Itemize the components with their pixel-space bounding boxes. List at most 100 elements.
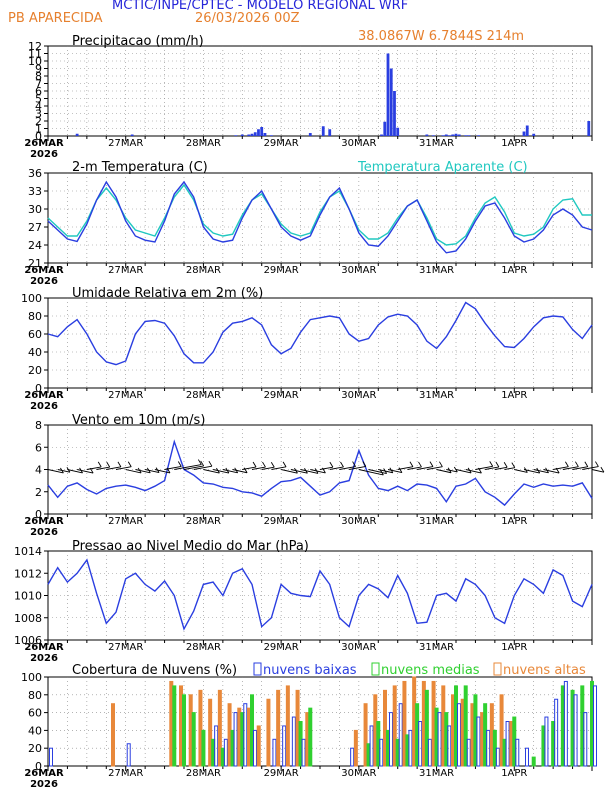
cloud-bar-low bbox=[282, 725, 287, 767]
wind-barb bbox=[465, 469, 482, 474]
legend-box-low bbox=[253, 662, 262, 676]
x-year-label: 2026 bbox=[30, 653, 58, 664]
x-date-label: 31MAR bbox=[419, 642, 454, 653]
precip-bar bbox=[380, 134, 383, 136]
precip-bar bbox=[260, 127, 264, 136]
x-date-label: 30MAR bbox=[341, 390, 376, 401]
precip-bar bbox=[247, 134, 251, 136]
x-date-label: 1APR bbox=[501, 516, 527, 527]
x-date-label: 27MAR bbox=[108, 516, 143, 527]
y-tick-label: 1012 bbox=[14, 567, 42, 580]
wind-barb bbox=[135, 469, 151, 474]
y-tick-label: 10 bbox=[28, 55, 42, 68]
cloud-bar-low bbox=[457, 703, 461, 767]
cloud-bar-high bbox=[363, 703, 368, 767]
wind-barb bbox=[582, 466, 599, 470]
wind-barb bbox=[77, 469, 94, 474]
wind-barb bbox=[417, 466, 434, 470]
y-tick-label: 8 bbox=[35, 419, 42, 432]
y-tick-label: 24 bbox=[28, 239, 42, 252]
apparent-temp-line bbox=[47, 183, 592, 246]
x-date-label: 30MAR bbox=[341, 138, 376, 149]
temperature-line bbox=[47, 180, 593, 254]
x-date-label: 31MAR bbox=[419, 138, 454, 149]
x-date-label: 28MAR bbox=[186, 768, 221, 779]
wind-barb-flag bbox=[409, 461, 414, 467]
wind-barb bbox=[339, 466, 356, 470]
cloud-bar-high bbox=[217, 689, 222, 767]
cloud-bar-low bbox=[49, 747, 53, 767]
cloud-bar-low bbox=[515, 738, 520, 767]
cloud-bar-low bbox=[253, 729, 257, 767]
wind-barb-flag bbox=[584, 461, 589, 467]
cloud-bar-low bbox=[126, 743, 131, 767]
y-tick-label: 6 bbox=[35, 85, 42, 98]
wind-barb bbox=[232, 469, 248, 474]
precip-bar bbox=[587, 121, 591, 136]
y-tick-label: 3 bbox=[35, 108, 42, 121]
precip-bar bbox=[75, 133, 79, 136]
cloud-bar-low bbox=[563, 680, 568, 767]
y-tick-label: 1008 bbox=[14, 612, 42, 625]
cloud-bar-low bbox=[291, 716, 296, 767]
y-tick-label: 5 bbox=[35, 93, 42, 106]
x-first-label: 26MAR bbox=[24, 516, 64, 527]
wind-barb bbox=[533, 469, 549, 474]
x-date-label: 27MAR bbox=[108, 265, 143, 276]
x-first-label: 26MAR bbox=[24, 768, 64, 779]
cloud-bar-low bbox=[243, 703, 248, 767]
precip-bar bbox=[457, 134, 461, 136]
wind-barb bbox=[591, 469, 605, 473]
x-date-label: 28MAR bbox=[186, 390, 221, 401]
cloud-bar-high bbox=[392, 685, 397, 767]
wind-barb bbox=[329, 466, 344, 470]
wind-barb-flag bbox=[453, 466, 458, 473]
y-tick-label: 60 bbox=[28, 328, 42, 341]
wind-barb bbox=[154, 469, 171, 474]
cloud-bar-low bbox=[466, 738, 471, 767]
wind-barb bbox=[300, 469, 319, 474]
x-year-label: 2026 bbox=[30, 149, 58, 160]
temp-legend-apparent: Temperatura Aparente (C) bbox=[357, 160, 528, 175]
cloud-bar-high bbox=[285, 685, 290, 767]
y-tick-label: 80 bbox=[28, 689, 42, 702]
x-first-label: 26MAR bbox=[24, 642, 64, 653]
wind-barb bbox=[281, 469, 298, 474]
x-date-label: 27MAR bbox=[108, 138, 143, 149]
wind-barb bbox=[261, 466, 275, 470]
cloud-bar-mid bbox=[172, 685, 177, 767]
cloud-bar-mid bbox=[182, 694, 186, 767]
y-tick-label: 21 bbox=[28, 257, 42, 270]
legend-box-mid bbox=[371, 662, 380, 676]
precip-bar bbox=[522, 131, 526, 136]
cloud-bar-high bbox=[256, 725, 261, 767]
wind-barb-flag bbox=[429, 461, 434, 467]
cloud-bar-high bbox=[383, 689, 387, 767]
wind-barb bbox=[387, 469, 403, 474]
precip-bar bbox=[270, 135, 273, 136]
y-tick-label: 0 bbox=[35, 508, 42, 521]
cloud-bar-low bbox=[350, 747, 355, 767]
wind-barb bbox=[145, 469, 160, 474]
panel-title: Umidade Relativa em 2m (%) bbox=[72, 286, 263, 301]
x-date-label: 29MAR bbox=[264, 642, 299, 653]
cloud-bar-low bbox=[544, 716, 549, 767]
precip-bar bbox=[525, 125, 529, 136]
y-tick-label: 100 bbox=[21, 292, 42, 305]
main-title: MCTIC/INPE/CPTEC - MODELO REGIONAL WRF bbox=[112, 0, 409, 13]
precip-bar bbox=[451, 134, 455, 136]
wind-barb-flag bbox=[565, 461, 569, 467]
precip-bar bbox=[425, 134, 429, 136]
station-coords: 38.0867W 6.7844S 214m bbox=[358, 29, 525, 44]
x-date-label: 29MAR bbox=[264, 768, 299, 779]
cloud-bar-low bbox=[476, 716, 481, 767]
y-tick-label: 11 bbox=[28, 48, 42, 61]
legend-label-high: nuvens altas bbox=[503, 663, 586, 678]
wind-barb bbox=[523, 469, 540, 474]
wind-barb bbox=[407, 466, 422, 470]
wind-barb-flag bbox=[398, 467, 403, 473]
wind-barb-flag bbox=[177, 461, 182, 467]
y-tick-label: 2 bbox=[35, 486, 42, 499]
wind-barb bbox=[242, 466, 257, 470]
wind-barb-flag bbox=[106, 461, 111, 468]
